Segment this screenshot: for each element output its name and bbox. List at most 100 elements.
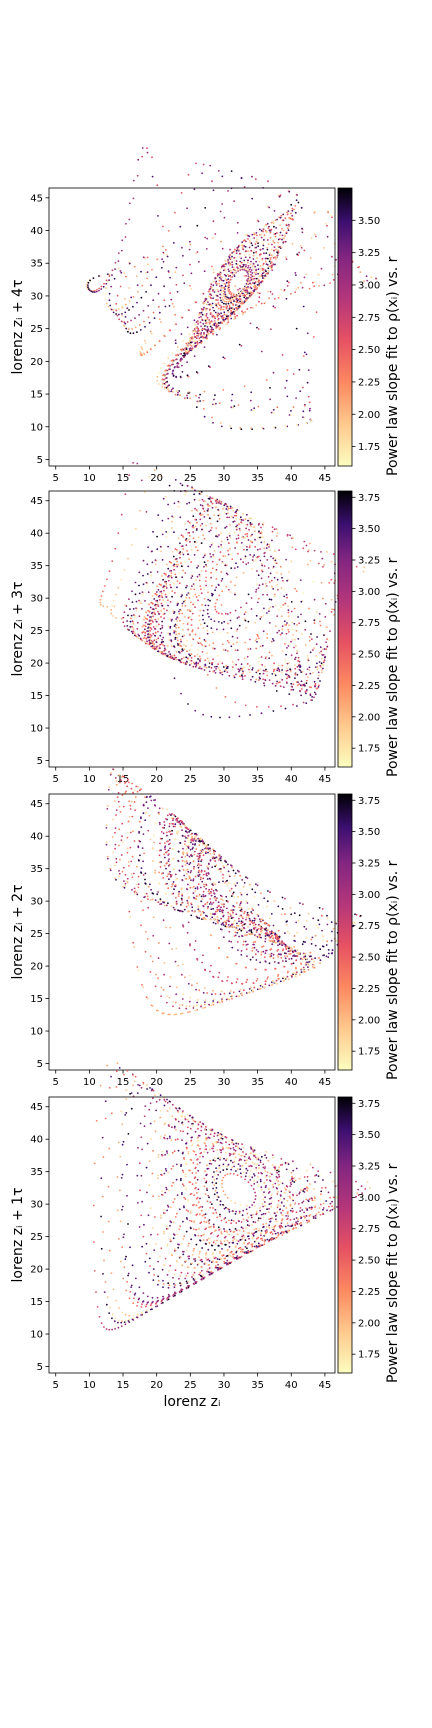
scatter-point	[229, 425, 232, 427]
scatter-point	[288, 958, 291, 960]
scatter-point	[193, 838, 196, 840]
scatter-point	[174, 271, 177, 274]
scatter-point	[115, 313, 117, 315]
scatter-point	[227, 275, 230, 278]
scatter-point	[220, 312, 223, 315]
scatter-point	[206, 504, 209, 507]
scatter-point	[243, 657, 246, 660]
scatter-point	[173, 611, 176, 613]
scatter-point	[291, 537, 294, 539]
scatter-point	[284, 957, 287, 960]
scatter-point	[178, 572, 181, 574]
scatter-point	[218, 517, 221, 520]
scatter-point	[137, 158, 140, 161]
scatter-point	[248, 274, 251, 276]
scatter-point	[238, 343, 241, 346]
scatter-point	[237, 537, 240, 540]
scatter-point	[168, 863, 171, 866]
scatter-point	[326, 923, 329, 926]
scatter-point	[196, 510, 199, 512]
scatter-point	[259, 961, 261, 964]
scatter-point	[305, 971, 307, 973]
scatter-point	[217, 290, 220, 293]
scatter-point	[243, 613, 246, 616]
scatter-point	[162, 251, 165, 254]
scatter-point	[147, 546, 150, 549]
scatter-point	[294, 974, 297, 977]
scatter-point	[185, 1007, 188, 1010]
scatter-point	[276, 680, 278, 683]
scatter-point	[219, 296, 222, 299]
scatter-point	[219, 669, 221, 672]
scatter-point	[285, 624, 288, 626]
scatter-point	[239, 904, 241, 906]
scatter-point	[200, 542, 203, 544]
scatter-point	[132, 462, 135, 464]
scatter-point	[154, 344, 157, 347]
scatter-point	[239, 298, 242, 300]
scatter-point	[159, 823, 161, 826]
scatter-point	[128, 816, 131, 818]
scatter-point	[193, 498, 196, 501]
scatter-point	[214, 299, 217, 301]
scatter-point	[212, 848, 215, 851]
scatter-point	[271, 943, 274, 946]
scatter-point	[269, 917, 271, 920]
scatter-point	[218, 282, 221, 285]
scatter-point	[144, 632, 147, 634]
scatter-point	[246, 293, 248, 296]
scatter-point	[217, 583, 220, 586]
scatter-point	[215, 304, 218, 307]
scatter-point	[219, 210, 222, 213]
scatter-point	[96, 289, 98, 291]
scatter-point	[206, 915, 209, 918]
scatter-point	[314, 683, 317, 685]
scatter-point	[188, 839, 190, 841]
scatter-point	[219, 551, 222, 553]
scatter-point	[132, 197, 135, 200]
scatter-point	[264, 670, 266, 672]
scatter-point	[272, 639, 275, 642]
scatter-point	[362, 570, 365, 573]
scatter-point	[239, 874, 242, 877]
scatter-point	[370, 276, 373, 279]
scatter-point	[223, 311, 226, 314]
scatter-point	[190, 609, 193, 611]
scatter-point	[233, 676, 236, 679]
scatter-point	[245, 285, 248, 288]
scatter-point	[314, 684, 317, 687]
scatter-point	[248, 240, 251, 242]
scatter-point	[136, 966, 139, 968]
scatter-point	[263, 239, 265, 241]
scatter-point	[200, 491, 203, 493]
scatter-point	[143, 491, 146, 494]
scatter-point	[93, 291, 96, 293]
scatter-point	[127, 781, 130, 784]
scatter-point	[187, 622, 190, 624]
scatter-point	[261, 918, 263, 921]
scatter-point	[244, 555, 247, 558]
scatter-point	[208, 666, 211, 668]
scatter-point	[165, 831, 168, 834]
scatter-point	[186, 345, 189, 348]
scatter-point	[210, 905, 213, 908]
scatter-point	[111, 560, 114, 562]
scatter-point	[195, 1004, 198, 1007]
scatter-point	[247, 273, 250, 275]
scatter-point	[195, 838, 198, 841]
scatter-point	[231, 994, 233, 997]
scatter-point	[306, 679, 308, 682]
scatter-point	[200, 592, 203, 594]
scatter-point	[216, 282, 219, 285]
scatter-point	[313, 285, 315, 287]
scatter-point	[146, 271, 149, 273]
scatter-point	[259, 672, 261, 675]
scatter-point	[206, 652, 209, 655]
scatter-point	[155, 600, 158, 602]
scatter-point	[253, 271, 256, 274]
scatter-point	[297, 286, 300, 289]
scatter-point	[204, 207, 207, 209]
scatter-point	[246, 943, 249, 946]
scatter-point	[235, 528, 238, 531]
scatter-points	[86, 147, 378, 431]
